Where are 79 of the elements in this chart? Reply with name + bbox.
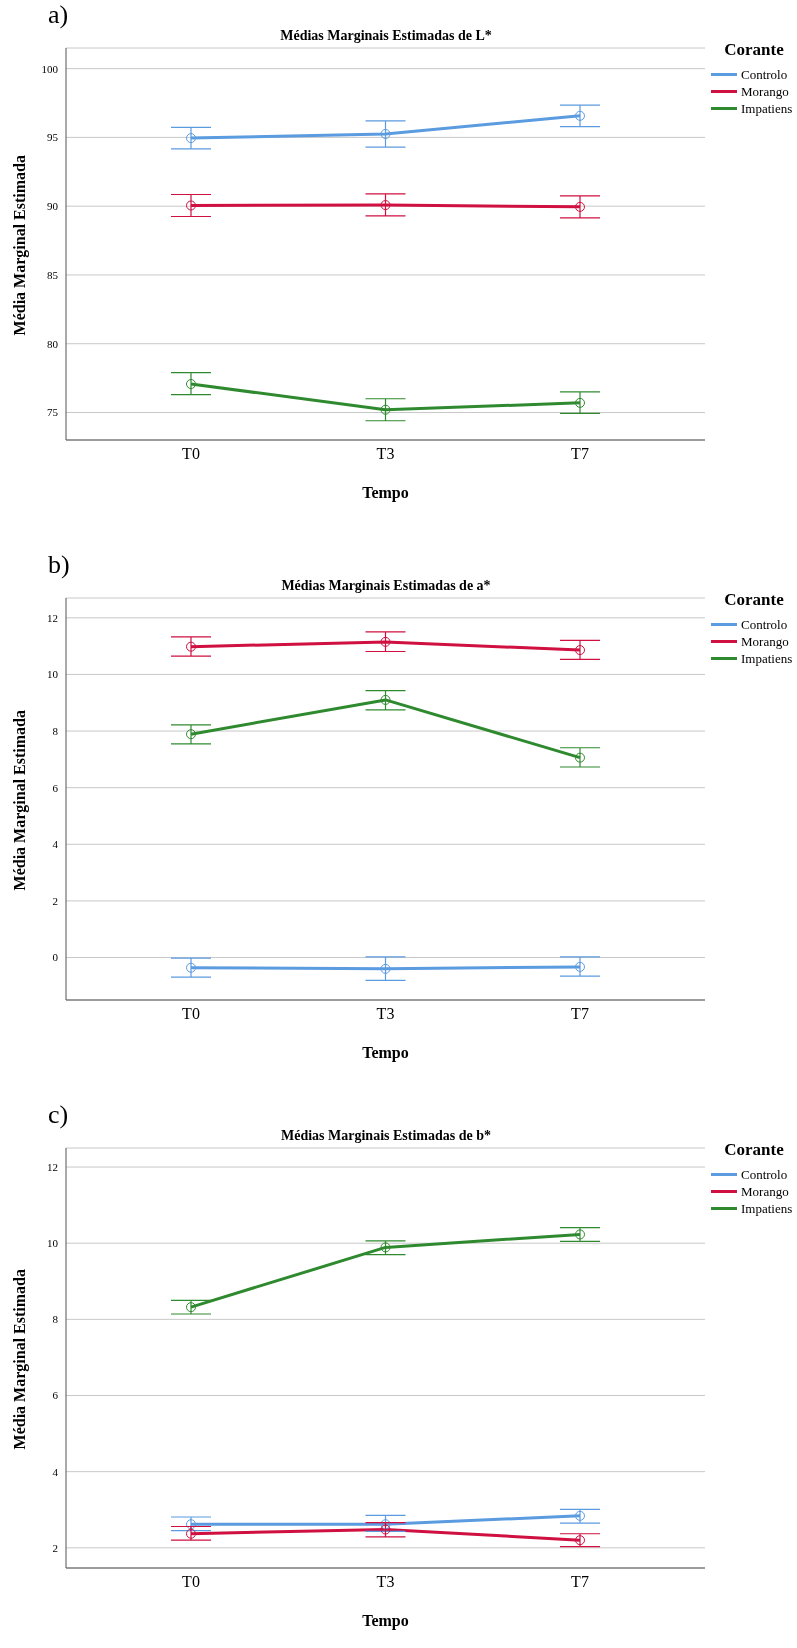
y-tick-label: 2 xyxy=(52,1541,58,1554)
y-tick-label: 100 xyxy=(41,62,59,75)
y-tick-label: 90 xyxy=(47,200,59,213)
y-tick-label: 8 xyxy=(52,724,59,737)
x-tick-label: T3 xyxy=(376,1005,395,1023)
y-tick-label: 4 xyxy=(52,1465,59,1478)
y-tick-label: 0 xyxy=(52,951,59,964)
x-tick-label: T3 xyxy=(376,1573,395,1591)
point xyxy=(380,404,391,415)
legend-label: Morango xyxy=(741,633,789,650)
x-axis-title: Tempo xyxy=(362,1044,409,1062)
y-tick-label: 85 xyxy=(47,268,59,281)
text: c) xyxy=(48,1100,69,1130)
point xyxy=(186,1519,196,1530)
point xyxy=(186,1528,196,1539)
y-tick-label: 12 xyxy=(47,1160,58,1173)
point xyxy=(186,1302,196,1313)
legend-label: Impatiens xyxy=(741,650,793,667)
point xyxy=(186,729,196,740)
y-axis-title: Média Marginal Estimada xyxy=(11,709,29,891)
y-tick-label: 2 xyxy=(52,894,58,907)
text: a) xyxy=(48,0,69,30)
x-axis-title: Tempo xyxy=(362,1612,409,1630)
point xyxy=(380,200,391,211)
y-tick-label: 6 xyxy=(52,781,59,794)
point xyxy=(186,641,196,652)
chart-title: Médias Marginais Estimadas de L* xyxy=(279,28,493,44)
y-tick-label: 80 xyxy=(47,337,59,350)
x-tick-label: T3 xyxy=(376,445,395,463)
point xyxy=(186,962,196,973)
chart-title: Médias Marginais Estimadas de b* xyxy=(280,1128,492,1144)
point xyxy=(575,110,585,121)
y-axis-title: Média Marginal Estimada xyxy=(11,154,29,336)
point xyxy=(575,1510,585,1521)
legend-label: Impatiens xyxy=(741,1200,793,1217)
point xyxy=(186,200,196,211)
legend-title: Corante xyxy=(723,1140,785,1160)
x-tick-label: T0 xyxy=(182,445,200,463)
legend-label: Controlo xyxy=(741,616,788,633)
y-tick-label: 95 xyxy=(47,131,59,144)
legend-label: Controlo xyxy=(741,1166,788,1183)
legend-title: Corante xyxy=(723,40,785,60)
point xyxy=(380,1519,391,1530)
y-tick-label: 10 xyxy=(47,1237,59,1250)
y-tick-label: 6 xyxy=(52,1389,59,1402)
y-tick-label: 75 xyxy=(47,406,59,419)
point xyxy=(575,961,585,972)
point xyxy=(380,963,391,974)
legend-title: Corante xyxy=(723,590,785,610)
point xyxy=(380,1242,391,1253)
x-axis-title: Tempo xyxy=(362,484,409,502)
point xyxy=(186,379,196,390)
legend-label: Controlo xyxy=(741,66,788,83)
point xyxy=(575,645,585,656)
point xyxy=(575,752,585,763)
y-tick-label: 8 xyxy=(52,1313,59,1326)
point xyxy=(575,397,585,408)
x-tick-label: T0 xyxy=(182,1573,200,1591)
legend-label: Impatiens xyxy=(741,100,793,117)
point xyxy=(186,133,196,144)
point xyxy=(380,636,391,647)
y-axis-title: Média Marginal Estimada xyxy=(11,1268,29,1450)
y-tick-label: 10 xyxy=(47,668,59,681)
legend-label: Morango xyxy=(741,83,789,100)
point xyxy=(575,1535,585,1546)
x-tick-label: T7 xyxy=(571,1573,589,1591)
x-tick-label: T7 xyxy=(571,1005,589,1023)
text: b) xyxy=(48,550,70,580)
point xyxy=(575,201,585,212)
point xyxy=(380,694,391,705)
x-tick-label: T7 xyxy=(571,445,589,463)
chart-title: Médias Marginais Estimadas de a* xyxy=(280,578,492,594)
y-tick-label: 12 xyxy=(47,611,58,624)
x-tick-label: T0 xyxy=(182,1005,200,1023)
legend-label: Morango xyxy=(741,1183,789,1200)
y-tick-label: 4 xyxy=(52,838,59,851)
point xyxy=(575,1229,585,1240)
point xyxy=(380,1524,391,1535)
point xyxy=(380,128,391,139)
